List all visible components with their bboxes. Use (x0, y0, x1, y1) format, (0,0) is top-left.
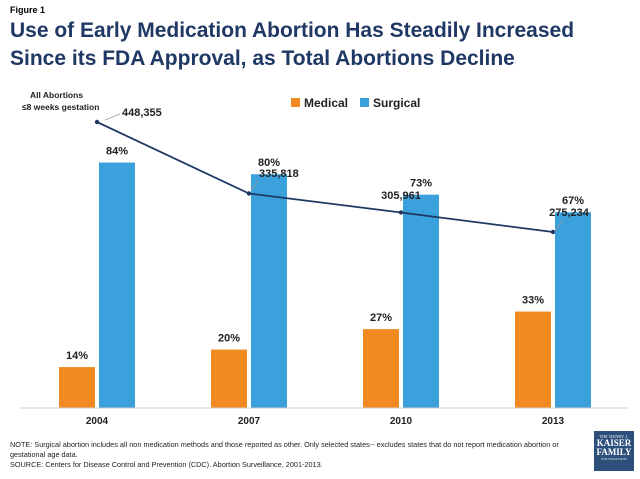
leader-2007 (250, 180, 259, 191)
bar-medical-2013 (515, 311, 551, 408)
total-point-2010 (398, 210, 404, 215)
legend-swatch-medical (291, 98, 300, 107)
title-line-1: Use of Early Medication Abortion Has Ste… (10, 19, 575, 42)
total-point-2007 (246, 191, 252, 196)
total-label-2010: 305,961 (381, 190, 421, 202)
total-label-2013: 275,234 (549, 207, 590, 219)
data-label-surgical-2004: 84% (106, 146, 128, 158)
data-label-medical-2007: 20% (218, 333, 240, 345)
legend-label-surgical: Surgical (373, 96, 420, 110)
legend-label-medical: Medical (304, 96, 348, 110)
total-point-2004 (94, 119, 100, 125)
line-series-name-1: All Abortions (30, 90, 83, 100)
x-tick-label-2013: 2013 (542, 416, 565, 427)
logo-line-2b: FAMILY (596, 447, 632, 457)
data-label-medical-2010: 27% (370, 312, 392, 324)
bar-medical-2007 (211, 349, 247, 408)
data-label-medical-2013: 33% (522, 295, 544, 307)
line-series-name-2: ≤8 weeks gestation (22, 102, 99, 112)
note-text: NOTE: Surgical abortion includes all non… (10, 440, 559, 459)
total-abortions-line (96, 121, 554, 233)
data-label-surgical-2010: 73% (410, 178, 432, 190)
x-tick-label-2010: 2010 (390, 416, 413, 427)
figure-label: Figure 1 (10, 5, 46, 15)
leader-2013 (554, 219, 564, 232)
data-label-surgical-2007: 80% (258, 157, 280, 169)
total-label-2004: 448,355 (122, 107, 162, 119)
bar-surgical-2013 (555, 212, 591, 408)
bar-medical-2010 (363, 329, 399, 408)
chart-title: Use of Early Medication Abortion Has Ste… (10, 17, 630, 73)
x-tick-label-2004: 2004 (86, 416, 109, 427)
total-point-2013 (550, 229, 556, 235)
data-label-medical-2004: 14% (66, 350, 88, 362)
logo-line-2a: KAISER (596, 438, 632, 448)
footnote: NOTE: Surgical abortion includes all non… (10, 440, 580, 470)
legend-swatch-surgical (360, 98, 369, 107)
bar-surgical-2004 (99, 162, 135, 408)
source-text: SOURCE: Centers for Disease Control and … (10, 460, 323, 469)
logo-line-3: FOUNDATION (601, 457, 627, 461)
bar-medical-2004 (59, 367, 95, 408)
data-label-surgical-2013: 67% (562, 195, 584, 207)
title-line-2: Since its FDA Approval, as Total Abortio… (10, 47, 515, 70)
kff-logo: THE HENRY J. KAISER FAMILY FOUNDATION (594, 431, 634, 471)
logo-line-1: THE HENRY J. (599, 434, 629, 439)
bar-surgical-2007 (251, 174, 287, 408)
x-tick-label-2007: 2007 (238, 416, 261, 427)
total-label-2007: 335,818 (259, 168, 299, 180)
bar-surgical-2010 (403, 194, 439, 408)
leader-2004 (104, 113, 121, 121)
chart: 14% 84% 20% 80% 27% 73% 33% 67% 448,355 335,818 3… (20, 90, 628, 427)
